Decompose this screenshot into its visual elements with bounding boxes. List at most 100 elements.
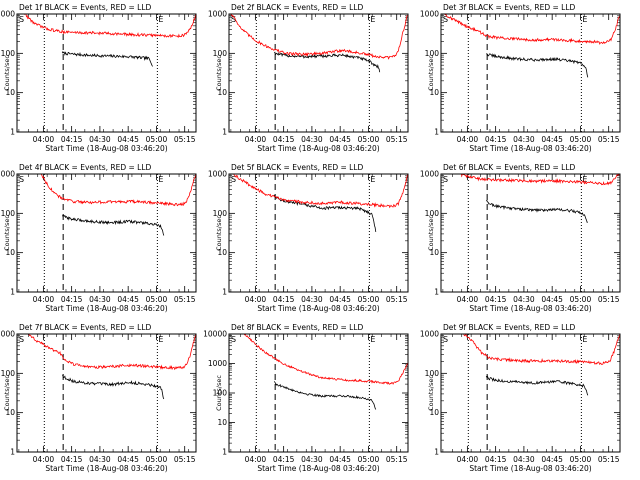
events-series-line	[273, 381, 377, 410]
x-tick-label: 04:30	[89, 455, 111, 464]
x-tick-label: 04:00	[457, 295, 479, 304]
x-tick-label: 05:00	[358, 135, 380, 144]
x-tick-label: 05:00	[358, 455, 380, 464]
y-tick-label: 100	[1, 49, 16, 58]
y-tick-label: 10	[217, 248, 227, 257]
panel-det-5: Det 5f BLACK = Events, RED = LLD Counts/s…	[208, 163, 409, 313]
x-tick-label: 04:30	[301, 295, 323, 304]
x-axis-label: Start Time (18-Aug-08 03:46:20)	[45, 304, 167, 313]
start-marker-label: S	[443, 15, 448, 24]
x-tick-label: 05:15	[598, 455, 620, 464]
y-tick-label: 100	[425, 209, 440, 218]
x-tick-label: 05:00	[146, 295, 168, 304]
y-tick-label: 100	[213, 49, 228, 58]
x-tick-label: 04:00	[33, 135, 55, 144]
plot-frame	[16, 333, 197, 453]
x-tick-label: 04:30	[513, 455, 535, 464]
y-tick-label: 1000	[420, 170, 439, 179]
x-tick-label: 04:30	[513, 135, 535, 144]
x-axis-label: Start Time (18-Aug-08 03:46:20)	[45, 464, 167, 473]
panel-det-6: Det 6f BLACK = Events, RED = LLD Counts/s…	[420, 163, 621, 313]
y-axis-label: Counts/sec	[215, 215, 223, 251]
y-axis-label: Counts/sec	[215, 55, 223, 91]
y-tick-label: 100	[1, 369, 16, 378]
x-tick-label: 05:15	[598, 295, 620, 304]
y-tick-label: 1000	[420, 10, 439, 19]
y-tick-label: 100	[425, 49, 440, 58]
end-marker-label: E	[158, 15, 163, 24]
lld-series-line	[463, 334, 620, 365]
x-axis-label: Start Time (18-Aug-08 03:46:20)	[469, 464, 591, 473]
x-tick-label: 04:45	[329, 295, 351, 304]
x-tick-label: 04:00	[245, 455, 267, 464]
x-tick-label: 04:00	[245, 295, 267, 304]
y-tick-label: 1	[434, 448, 439, 457]
panel-title: Det 4f BLACK = Events, RED = LLD	[19, 163, 152, 172]
events-series-line	[273, 194, 377, 232]
y-axis-label: Counts/sec	[427, 215, 435, 251]
panel-det-4: Det 4f BLACK = Events, RED = LLD Counts/s…	[0, 163, 197, 313]
y-tick-label: 1000	[0, 170, 15, 179]
start-marker-label: S	[19, 15, 24, 24]
x-tick-label: 05:00	[146, 455, 168, 464]
y-tick-label: 10000	[203, 330, 227, 339]
start-marker-label: S	[231, 15, 236, 24]
y-tick-label: 1	[434, 288, 439, 297]
x-tick-label: 04:45	[117, 295, 139, 304]
y-tick-label: 1	[222, 448, 227, 457]
y-axis-label: Counts/sec	[215, 375, 223, 411]
start-marker-label: S	[19, 175, 24, 184]
panel-det-1: Det 1f BLACK = Events, RED = LLD Counts/s…	[0, 3, 197, 153]
panel-title: Det 8f BLACK = Events, RED = LLD	[231, 323, 364, 332]
end-marker-label: E	[582, 175, 587, 184]
x-tick-label: 05:00	[358, 295, 380, 304]
panel-det-3: Det 3f BLACK = Events, RED = LLD Counts/s…	[420, 3, 621, 153]
y-tick-label: 1000	[420, 330, 439, 339]
y-tick-label: 1	[434, 128, 439, 137]
plot-frame	[228, 13, 409, 133]
plot-frame	[228, 173, 409, 293]
end-marker-label: E	[582, 15, 587, 24]
x-tick-label: 04:45	[541, 455, 563, 464]
x-tick-label: 04:00	[33, 295, 55, 304]
y-tick-label: 100	[425, 369, 440, 378]
start-marker-label: S	[231, 335, 236, 344]
x-tick-label: 04:30	[513, 295, 535, 304]
events-series-line	[486, 53, 589, 78]
events-series-line	[61, 214, 165, 236]
x-tick-label: 04:00	[245, 135, 267, 144]
start-marker-label: S	[443, 175, 448, 184]
plot-frame	[440, 13, 621, 133]
x-tick-label: 04:15	[273, 135, 295, 144]
x-axis-label: Start Time (18-Aug-08 03:46:20)	[469, 304, 591, 313]
x-tick-label: 04:30	[301, 455, 323, 464]
x-axis-label: Start Time (18-Aug-08 03:46:20)	[45, 144, 167, 153]
x-tick-label: 04:45	[117, 135, 139, 144]
lld-series-line	[459, 174, 620, 186]
x-axis-label: Start Time (18-Aug-08 03:46:20)	[257, 464, 379, 473]
plot-frame	[16, 173, 197, 293]
x-tick-label: 04:00	[33, 455, 55, 464]
x-tick-label: 05:15	[386, 455, 408, 464]
x-tick-label: 04:15	[485, 135, 507, 144]
y-tick-label: 1000	[208, 170, 227, 179]
events-series-line	[61, 50, 153, 67]
panel-det-9: Det 9f BLACK = Events, RED = LLD Counts/s…	[420, 323, 621, 473]
panel-title: Det 1f BLACK = Events, RED = LLD	[19, 3, 152, 12]
y-tick-label: 1	[222, 128, 227, 137]
x-tick-label: 05:00	[570, 135, 592, 144]
panel-title: Det 7f BLACK = Events, RED = LLD	[19, 323, 152, 332]
y-tick-label: 100	[213, 209, 228, 218]
x-tick-label: 04:45	[329, 455, 351, 464]
end-marker-label: E	[582, 335, 587, 344]
x-tick-label: 04:45	[329, 135, 351, 144]
plot-frame	[440, 173, 621, 293]
y-tick-label: 1000	[208, 10, 227, 19]
panel-det-8: Det 8f BLACK = Events, RED = LLD Counts/s…	[203, 323, 409, 473]
x-tick-label: 04:00	[457, 455, 479, 464]
x-tick-label: 04:45	[117, 455, 139, 464]
x-tick-label: 04:15	[61, 455, 83, 464]
end-marker-label: E	[158, 175, 163, 184]
panel-det-2: Det 2f BLACK = Events, RED = LLD Counts/s…	[208, 3, 409, 153]
end-marker-label: E	[158, 335, 163, 344]
